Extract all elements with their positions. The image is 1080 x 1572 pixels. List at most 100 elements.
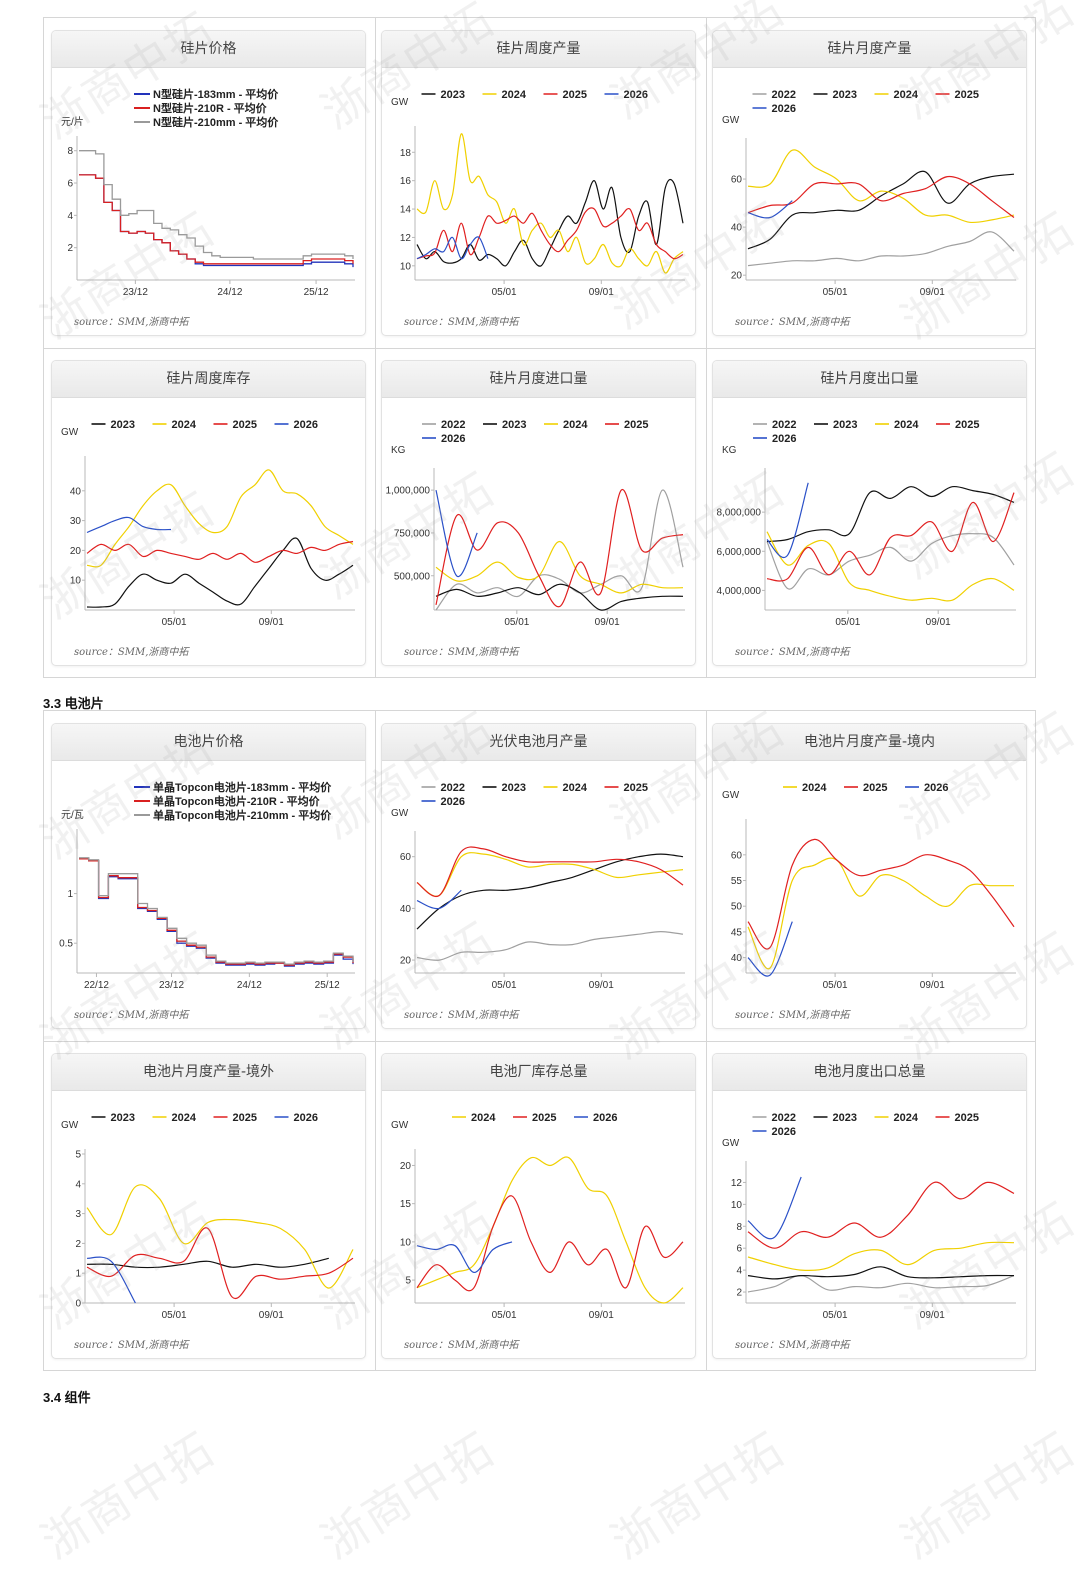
chart-card-c11: 电池厂库存总量 GW 5 10 15 20 05/01 09/01 2024 2025 2026 so…: [381, 1053, 696, 1359]
legend-label: 2023: [111, 419, 135, 431]
x-tick-label: 09/01: [589, 287, 614, 298]
legend-label: 2025: [532, 1112, 556, 1124]
y-tick-label: 500,000: [394, 571, 431, 582]
series-line-2025: [747, 838, 1015, 950]
series-line-2026: [766, 482, 809, 558]
x-tick-label: 09/01: [926, 617, 951, 628]
watermark: 浙商中拓: [31, 1421, 224, 1570]
y-unit-label: GW: [61, 1120, 79, 1131]
chart-card-c10: 电池片月度产量-境外 GW 0 1 2 3 4 5 05/01 09/01 2023 2024 2025…: [51, 1053, 366, 1359]
wafer-chart-grid: [43, 17, 1036, 678]
series-line-2024: [747, 1241, 1015, 1272]
y-tick-label: 4,000,000: [717, 586, 762, 597]
legend-label: 2025: [233, 419, 257, 431]
y-tick-label: 8: [736, 1222, 742, 1233]
y-tick-label: 50: [731, 902, 743, 913]
x-tick-label: 23/12: [123, 287, 148, 298]
chart-title: 电池月度出口总量: [713, 1054, 1026, 1091]
series-line-2022: [747, 1274, 1015, 1293]
legend-label: N型硅片-210mm - 平均价: [153, 115, 279, 129]
series-line-2023: [416, 853, 684, 930]
series-line-2023: [435, 583, 684, 611]
y-tick-label: 40: [400, 904, 412, 915]
y-tick-label: 8: [67, 146, 73, 157]
legend-label: 2026: [924, 782, 948, 794]
series-line-2026: [416, 1241, 513, 1273]
x-tick-label: 05/01: [162, 1310, 187, 1321]
chart-title: 硅片周度产量: [382, 31, 695, 68]
y-tick-label: 20: [400, 956, 412, 967]
y-tick-label: 750,000: [394, 528, 431, 539]
source-note: source：SMM,浙商中拓: [735, 1010, 850, 1021]
legend-label: 2025: [624, 782, 648, 794]
y-unit-label: 元/瓦: [61, 810, 84, 821]
section-title-module: 3.4 组件: [43, 1390, 91, 1405]
y-tick-label: 16: [400, 176, 412, 187]
chart-title: 硅片周度库存: [52, 361, 365, 398]
y-tick-label: 12: [400, 233, 412, 244]
chart-svg: GW 2 4 6 8 10 12 05/01 09/01 2022 2023 2024 2025 2026: [722, 1112, 1016, 1321]
y-tick-label: 4: [75, 1179, 81, 1190]
x-tick-label: 25/12: [315, 980, 340, 991]
chart-title: 硅片月度产量: [713, 31, 1026, 68]
legend-label: 2024: [563, 782, 588, 794]
y-tick-label: 2: [736, 1288, 742, 1299]
series-line-2026: [747, 921, 793, 977]
x-tick-label: 25/12: [304, 287, 329, 298]
series-line-2026: [747, 1176, 802, 1240]
series-line-单晶Topcon电池片-183mm---平均价: [79, 858, 354, 967]
legend-label: 2024: [172, 419, 197, 431]
y-tick-label: 4: [67, 211, 73, 222]
y-tick-label: 1,000,000: [386, 486, 431, 497]
x-tick-label: 09/01: [259, 617, 284, 628]
legend-label: 2024: [894, 1112, 919, 1124]
legend-label: 2025: [233, 1112, 257, 1124]
y-tick-label: 20: [400, 1161, 412, 1172]
y-tick-label: 60: [731, 850, 743, 861]
legend-label: 2025: [955, 1112, 979, 1124]
chart-title: 电池片月度产量-境内: [713, 724, 1026, 761]
x-tick-label: 09/01: [259, 1310, 284, 1321]
chart-card-c2: 硅片周度产量 GW 10 12 14 16 18 05/01 09/01 2023 2024 2025…: [381, 30, 696, 336]
series-line-2023: [86, 537, 354, 608]
legend-label: 2022: [772, 1112, 796, 1124]
chart-card-c1: 硅片价格 元/片 2 4 6 8 23/12 24/12 25/12 N型硅片-183mm - 平…: [51, 30, 366, 336]
legend-label: N型硅片-210R - 平均价: [153, 101, 268, 115]
y-tick-label: 8,000,000: [717, 508, 762, 519]
legend-label: 2026: [441, 796, 465, 808]
legend-label: 2023: [502, 782, 526, 794]
series-line-2022: [435, 489, 684, 611]
series-line-2024: [766, 531, 1015, 602]
series-line-2024: [416, 133, 684, 274]
x-tick-label: 05/01: [823, 1310, 848, 1321]
legend-label: 2026: [294, 1112, 318, 1124]
y-tick-label: 6: [736, 1244, 742, 1255]
series-line-2024: [747, 857, 1014, 970]
x-tick-label: 05/01: [492, 1310, 517, 1321]
chart-svg: 元/瓦 0.5 1 22/12 23/12 24/12 25/12 单晶Topcon电池片-1…: [59, 780, 355, 991]
y-tick-label: 12: [731, 1178, 743, 1189]
series-line-2025: [766, 492, 1015, 582]
y-unit-label: GW: [722, 115, 740, 126]
y-tick-label: 0: [75, 1299, 81, 1310]
x-tick-label: 05/01: [835, 617, 860, 628]
series-line-2023: [747, 170, 1015, 250]
series-line-N型硅片-210R---平均价: [79, 174, 354, 265]
x-tick-label: 09/01: [920, 287, 945, 298]
series-line-2025: [86, 1227, 354, 1300]
series-line-2025: [416, 1195, 684, 1292]
y-tick-label: 20: [731, 271, 743, 282]
chart-title: 电池厂库存总量: [382, 1054, 695, 1091]
legend-label: 2026: [593, 1112, 617, 1124]
y-unit-label: GW: [391, 97, 409, 108]
y-tick-label: 6,000,000: [717, 547, 762, 558]
watermark: 浙商中拓: [311, 1421, 504, 1570]
legend-label: 2022: [441, 782, 465, 794]
y-tick-label: 1: [67, 889, 73, 900]
legend-label: 2024: [471, 1112, 496, 1124]
legend-label: 2024: [894, 419, 919, 431]
series-line-2025: [747, 1181, 1015, 1249]
series-line-2025: [435, 489, 684, 608]
legend-label: 2024: [502, 89, 527, 101]
